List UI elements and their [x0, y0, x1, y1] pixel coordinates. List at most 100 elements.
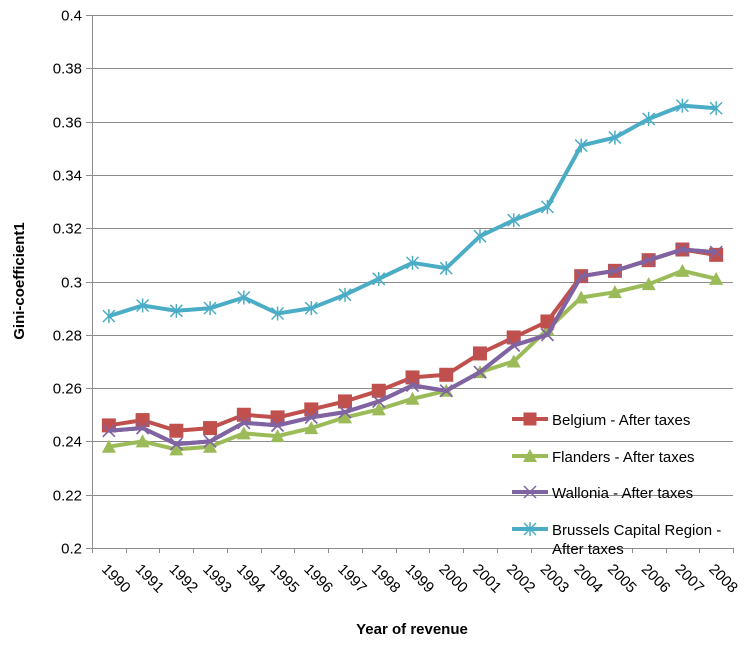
marker-x	[405, 378, 420, 392]
marker-star	[574, 138, 588, 153]
marker-square	[472, 346, 487, 361]
marker-triangle	[506, 354, 521, 368]
y-tick-label: 0.22	[53, 488, 82, 505]
marker-star	[540, 199, 554, 214]
x-tick-label: 2007	[672, 561, 708, 597]
marker-star	[507, 213, 521, 228]
marker-star	[237, 290, 251, 305]
marker-square	[371, 383, 386, 398]
marker-square	[203, 421, 218, 436]
marker-star	[608, 130, 622, 145]
marker-triangle	[675, 263, 690, 277]
series-belgium	[101, 242, 724, 438]
marker-x	[709, 245, 723, 259]
legend-label: Flanders - After taxes	[552, 449, 695, 466]
x-tick-label: 1995	[267, 561, 303, 597]
marker-x	[203, 434, 217, 448]
x-axis-title: Year of revenue	[356, 621, 468, 638]
series-line	[108, 103, 717, 319]
marker-square	[135, 413, 150, 428]
y-axis-title: Gini-coefficient1	[11, 222, 28, 340]
legend-item: Wallonia - After taxes	[512, 485, 693, 502]
marker-triangle	[523, 449, 537, 462]
marker-x	[372, 394, 386, 408]
marker-star	[405, 255, 420, 270]
marker-x	[338, 405, 352, 419]
marker-triangle	[101, 439, 116, 453]
x-tick-label: 2003	[537, 561, 573, 597]
y-tick-label: 0.28	[53, 328, 82, 345]
x-tick-label: 1993	[199, 561, 235, 597]
marker-square	[270, 410, 285, 425]
legend-label: Wallonia - After taxes	[552, 485, 693, 502]
marker-triangle	[371, 402, 386, 416]
marker-triangle	[203, 439, 218, 453]
axes	[86, 15, 734, 553]
marker-star	[203, 301, 217, 316]
marker-x	[642, 253, 656, 267]
series-wallonia-overlay	[102, 242, 723, 451]
marker-triangle	[709, 271, 724, 285]
x-tick-label: 1998	[368, 561, 404, 597]
marker-x	[169, 437, 183, 451]
x-tick-label: 1991	[132, 561, 168, 597]
marker-star	[372, 271, 386, 286]
marker-star	[439, 261, 453, 276]
series-layer	[101, 98, 724, 456]
legend-item: Brussels Capital Region - After taxes	[512, 522, 721, 558]
x-tick-label: 2008	[705, 561, 741, 597]
marker-triangle	[270, 429, 285, 443]
marker-square	[439, 367, 454, 382]
marker-x	[237, 416, 251, 430]
marker-x	[102, 424, 116, 438]
marker-star	[523, 522, 537, 536]
marker-triangle	[236, 426, 251, 440]
marker-triangle	[135, 434, 150, 448]
legend-label: Brussels Capital Region -	[552, 522, 721, 539]
marker-star	[271, 306, 285, 321]
marker-triangle	[607, 285, 622, 299]
marker-square	[304, 402, 319, 417]
marker-x	[473, 365, 487, 379]
marker-x	[304, 410, 318, 424]
y-tick-label: 0.26	[53, 381, 82, 398]
x-tick-label: 1999	[402, 561, 438, 597]
marker-star	[136, 298, 150, 313]
marker-triangle	[574, 290, 589, 304]
y-tick-label: 0.38	[53, 61, 82, 78]
x-tick-label: 1996	[300, 561, 336, 597]
marker-x	[523, 485, 537, 499]
marker-triangle	[405, 391, 420, 405]
marker-x	[136, 421, 150, 435]
x-tick-label: 2000	[435, 561, 471, 597]
y-tick-label: 0.34	[53, 168, 82, 185]
marker-triangle	[169, 442, 184, 456]
marker-x	[608, 264, 622, 278]
marker-triangle	[641, 277, 656, 291]
marker-triangle	[338, 410, 353, 424]
y-tick-label: 0.4	[61, 8, 82, 25]
legend-item: Flanders - After taxes	[512, 449, 695, 466]
series-brussels	[102, 98, 723, 324]
marker-star	[473, 229, 487, 244]
x-tick-labels: 1990199119921993199419951996199719981999…	[98, 561, 741, 597]
x-tick-label: 1990	[98, 561, 134, 597]
marker-x	[540, 328, 554, 342]
marker-triangle	[304, 421, 319, 435]
x-tick-label: 1992	[166, 561, 202, 597]
y-tick-labels: 0.2 0.22 0.24 0.26 0.28 0.3 0.32 0.34 0.36 0.38 0.…	[53, 8, 82, 558]
x-tick-label: 1994	[233, 561, 269, 597]
legend-label: Belgium - After taxes	[552, 412, 690, 429]
marker-square	[169, 423, 184, 438]
marker-square	[236, 407, 251, 422]
marker-star	[675, 98, 689, 113]
x-tick-label: 2001	[469, 561, 505, 597]
x-tick-label: 2006	[638, 561, 674, 597]
marker-star	[102, 309, 116, 324]
marker-star	[169, 303, 183, 318]
x-tick-label: 2004	[570, 561, 606, 597]
marker-star	[709, 101, 723, 116]
x-tick-label: 2002	[503, 561, 539, 597]
legend: Belgium - After taxes Flanders - After ta…	[512, 412, 721, 558]
